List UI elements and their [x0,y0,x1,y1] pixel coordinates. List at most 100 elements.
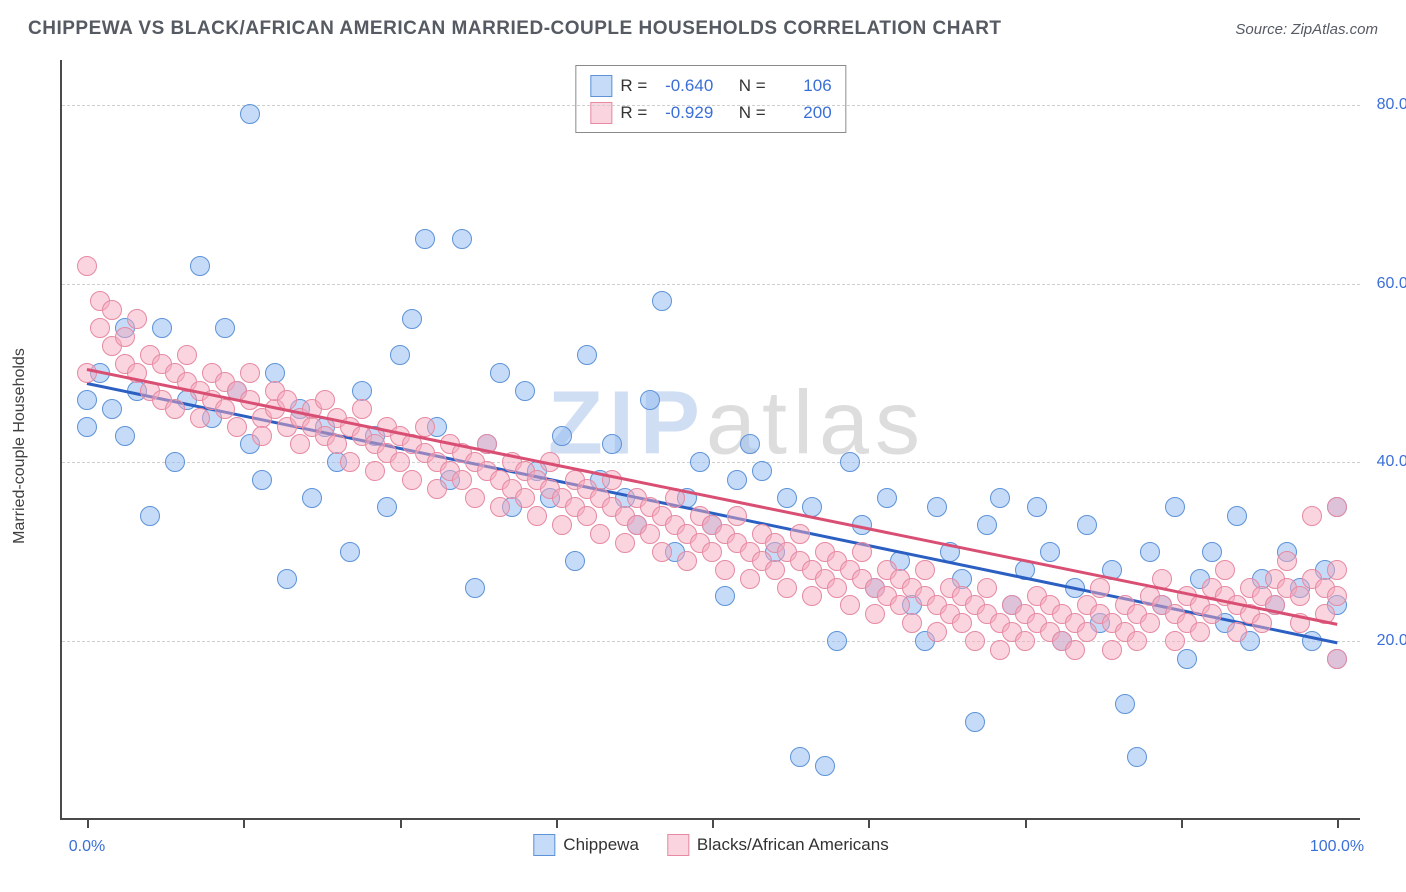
scatter-point [1102,640,1122,660]
scatter-point [277,569,297,589]
scatter-point [327,434,347,454]
scatter-point [1252,613,1272,633]
scatter-point [590,524,610,544]
scatter-point [1127,747,1147,767]
scatter-point [1090,578,1110,598]
scatter-point [790,747,810,767]
scatter-point [1202,604,1222,624]
scatter-point [252,426,272,446]
r-prefix: R = [620,72,647,99]
scatter-point [752,461,772,481]
scatter-point [1277,551,1297,571]
xtick [1337,818,1339,828]
scatter-point [240,363,260,383]
scatter-point [1115,694,1135,714]
scatter-point [727,470,747,490]
ytick-label: 40.0% [1377,453,1406,471]
scatter-point [777,578,797,598]
r-prefix: R = [620,99,647,126]
scatter-point [490,363,510,383]
scatter-point [515,381,535,401]
scatter-point [990,640,1010,660]
scatter-point [1215,560,1235,580]
scatter-point [102,300,122,320]
scatter-point [302,488,322,508]
scatter-point [1327,560,1347,580]
scatter-point [1027,497,1047,517]
scatter-point [927,497,947,517]
scatter-point [965,631,985,651]
xtick [243,818,245,828]
swatch-series-1-b [667,834,689,856]
scatter-point [715,586,735,606]
scatter-point [127,309,147,329]
scatter-point [315,390,335,410]
scatter-point [490,497,510,517]
scatter-point [1165,497,1185,517]
watermark-zip: ZIP [548,373,706,473]
scatter-point [452,470,472,490]
scatter-point [1040,542,1060,562]
scatter-point [652,542,672,562]
xtick [712,818,714,828]
xtick [556,818,558,828]
n-value-1: 200 [774,99,832,126]
scatter-point [1165,631,1185,651]
scatter-point [365,461,385,481]
scatter-point [252,470,272,490]
scatter-point [802,586,822,606]
scatter-point [1327,497,1347,517]
xtick [868,818,870,828]
scatter-point [1077,622,1097,642]
scatter-point [1290,586,1310,606]
scatter-point [215,318,235,338]
scatter-point [1227,506,1247,526]
trend-line [87,368,1337,625]
gridline-h [62,284,1360,285]
scatter-point [215,399,235,419]
scatter-point [552,515,572,535]
scatter-point [952,613,972,633]
n-value-0: 106 [774,72,832,99]
scatter-point [790,524,810,544]
scatter-point [165,452,185,472]
scatter-point [165,399,185,419]
scatter-point [765,560,785,580]
swatch-series-0 [590,75,612,97]
xtick-label: 0.0% [69,838,105,856]
gridline-h [62,462,1360,463]
scatter-point [602,434,622,454]
scatter-point [190,256,210,276]
y-axis-label: Married-couple Households [11,348,29,544]
scatter-point [77,417,97,437]
scatter-point [702,542,722,562]
plot-area: ZIPatlas R = -0.640 N = 106 R = -0.929 N… [60,60,1360,820]
scatter-point [565,551,585,571]
stats-legend: R = -0.640 N = 106 R = -0.929 N = 200 [575,65,846,133]
scatter-point [352,399,372,419]
scatter-point [577,506,597,526]
scatter-point [77,256,97,276]
scatter-point [740,569,760,589]
scatter-point [90,318,110,338]
gridline-h [62,105,1360,106]
scatter-point [827,631,847,651]
scatter-point [677,551,697,571]
scatter-point [340,542,360,562]
scatter-point [77,363,97,383]
scatter-point [152,318,172,338]
xtick [1025,818,1027,828]
xtick [400,818,402,828]
scatter-point [552,426,572,446]
scatter-point [615,533,635,553]
xtick [87,818,89,828]
legend-label-0: Chippewa [563,835,639,855]
scatter-point [740,434,760,454]
ytick-label: 60.0% [1377,275,1406,293]
scatter-point [390,345,410,365]
scatter-point [240,104,260,124]
scatter-point [1302,506,1322,526]
scatter-point [977,578,997,598]
scatter-point [1327,649,1347,669]
scatter-point [115,426,135,446]
